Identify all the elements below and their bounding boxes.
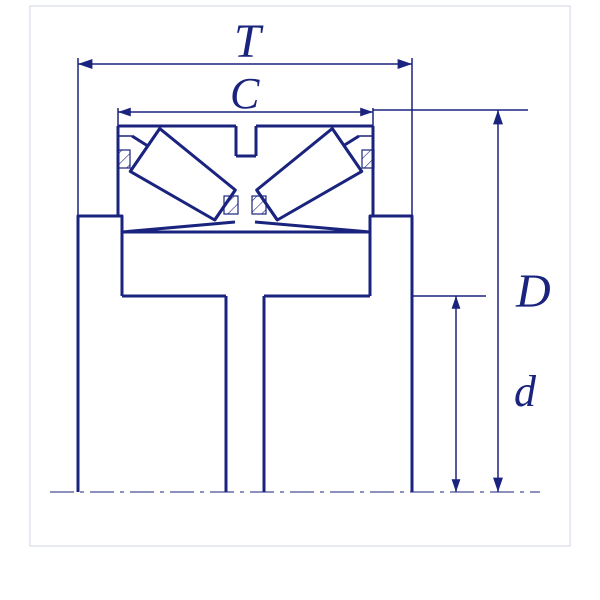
label-T: T [234, 18, 261, 66]
label-D: D [516, 268, 551, 316]
label-C: C [230, 72, 259, 116]
label-d: d [514, 370, 536, 414]
diagram-svg [0, 0, 600, 600]
bearing-cross-section-diagram: T C D d [0, 0, 600, 600]
